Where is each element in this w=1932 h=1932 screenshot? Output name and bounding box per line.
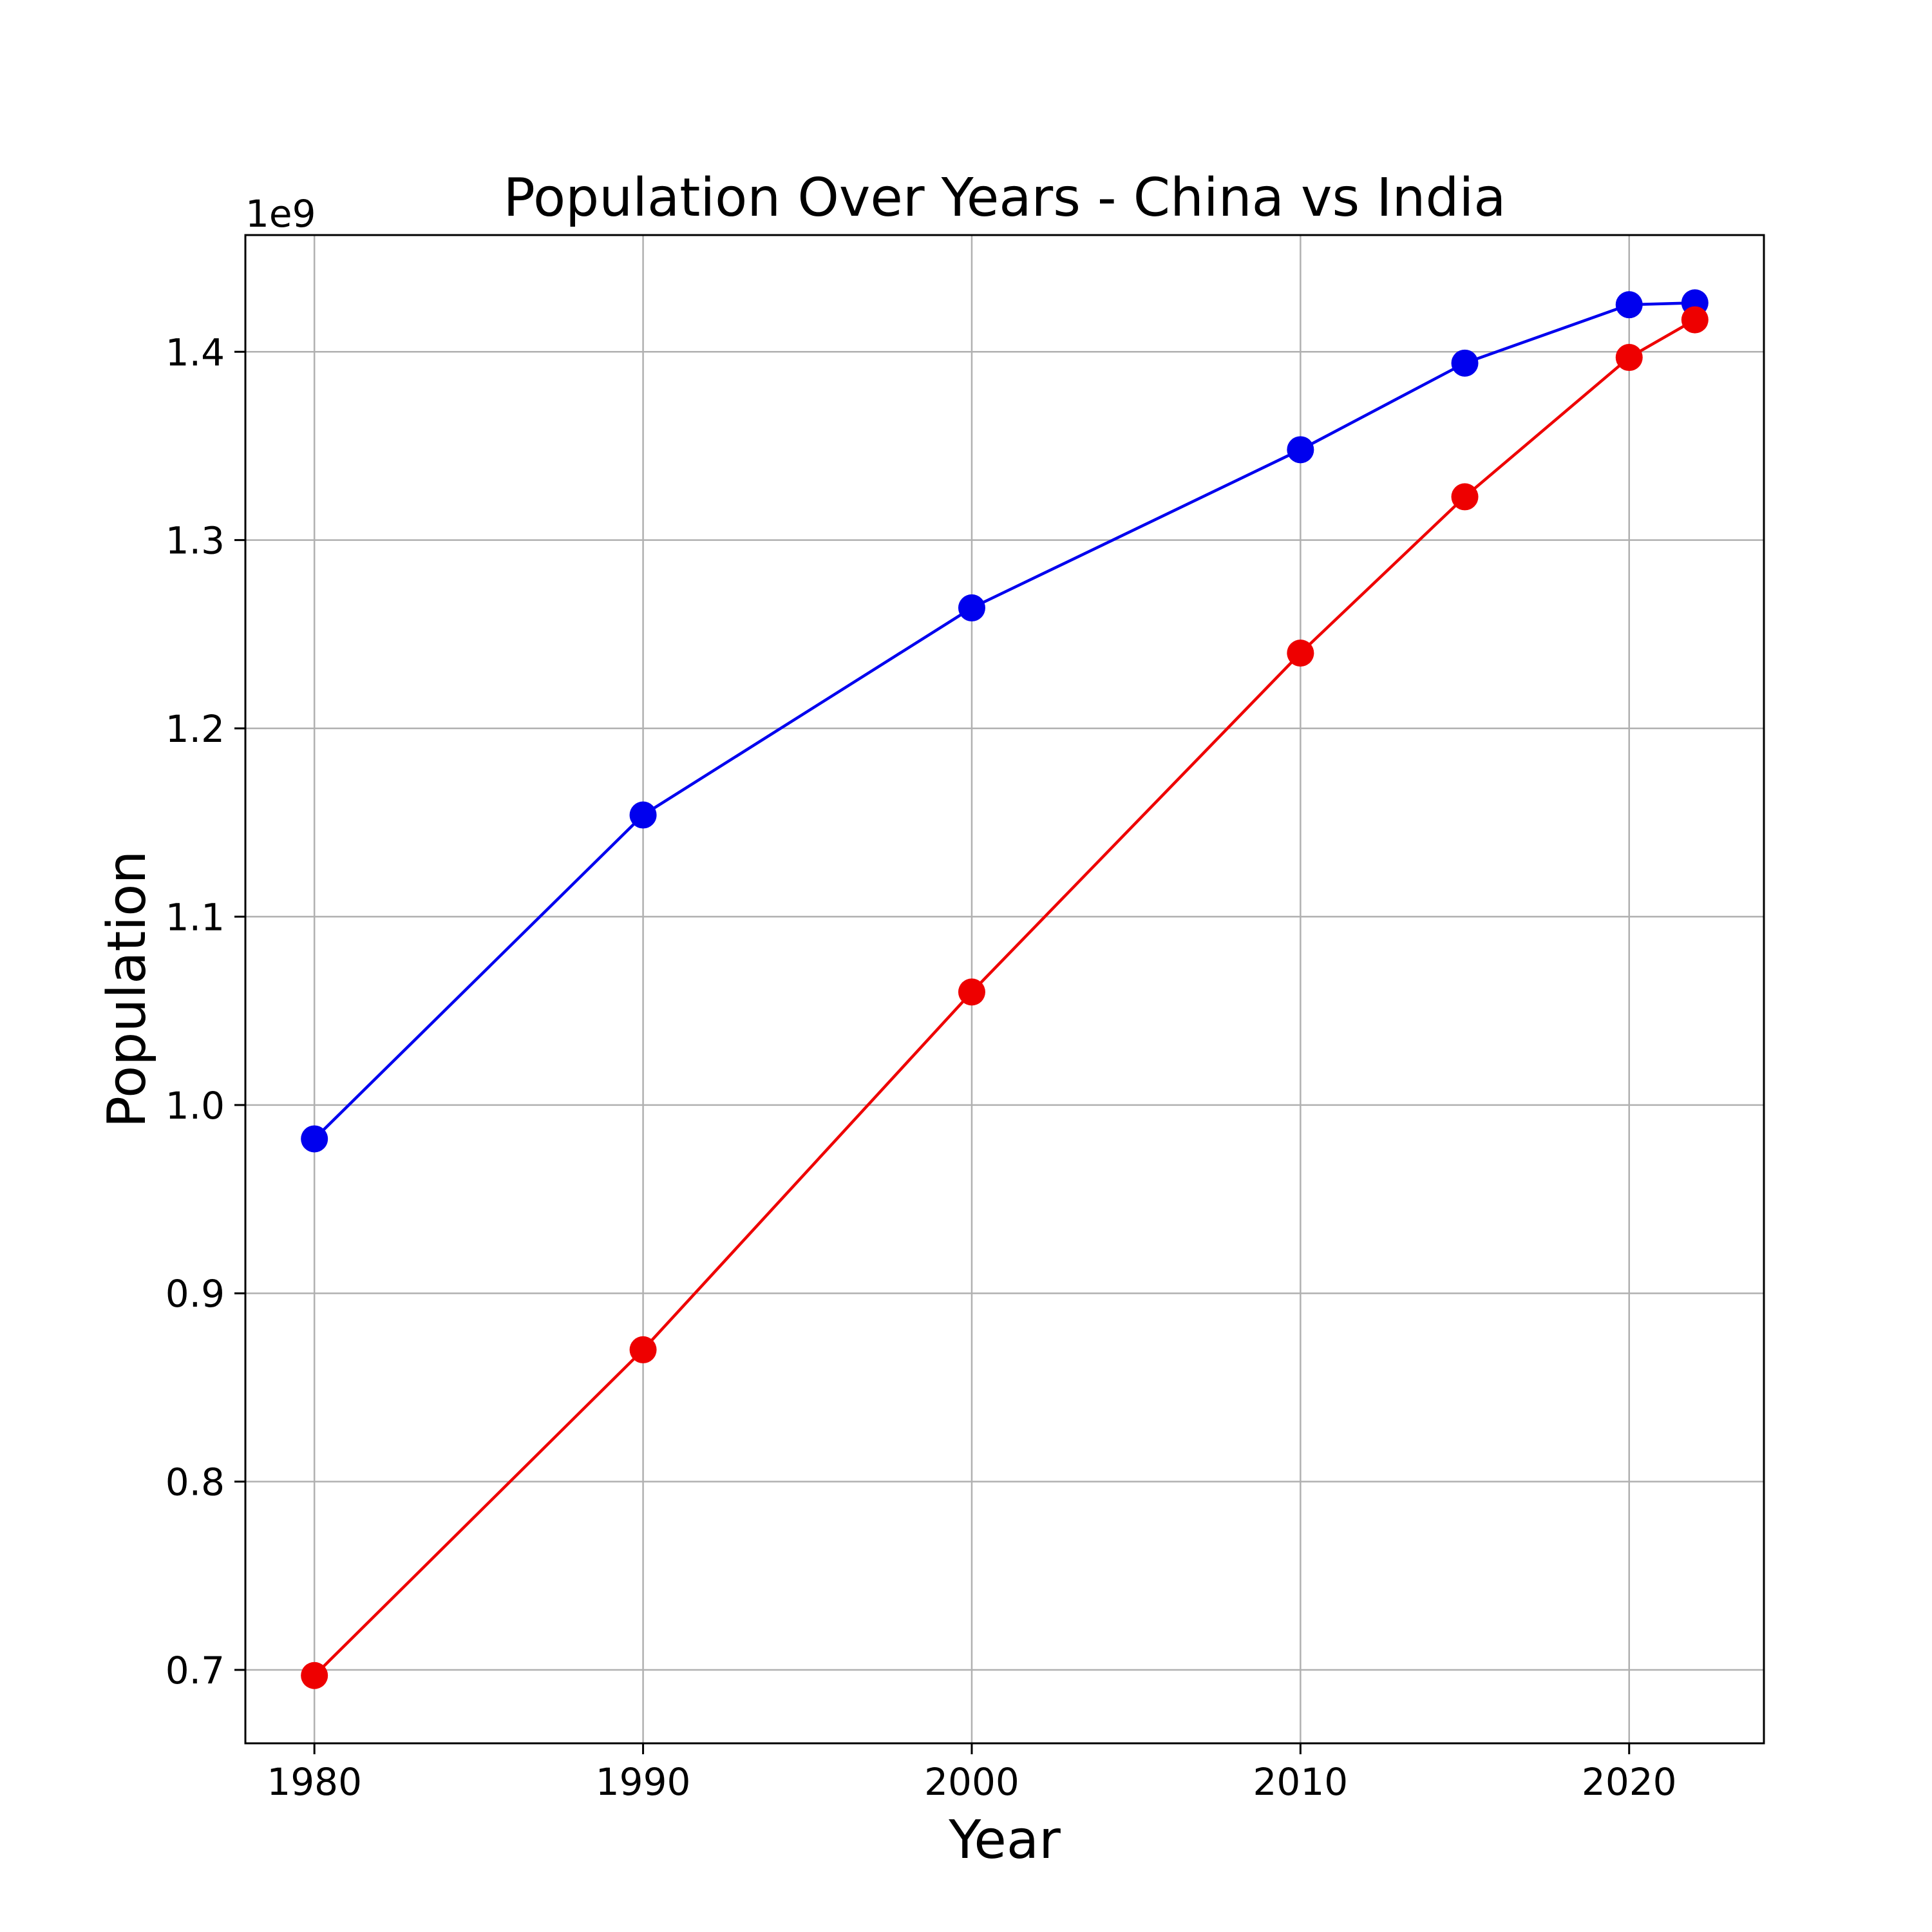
data-point [1287, 639, 1314, 667]
x-axis-title: Year [948, 1810, 1061, 1871]
data-point [301, 1662, 328, 1689]
x-tick-label: 2020 [1582, 1760, 1677, 1804]
ticks: 1980 1990 2000 2010 2020 0.7 0.8 0.9 1.0 1.1 1.2 1.… [166, 330, 1677, 1804]
y-tick-label: 1.2 [166, 707, 225, 751]
data-point [958, 978, 985, 1006]
plot-area-frame [244, 234, 1765, 1745]
data-point [1615, 291, 1643, 319]
y-axis-offset-label: 1e9 [245, 192, 316, 236]
series-0 [301, 289, 1709, 1153]
y-axis-title: Population [97, 851, 158, 1128]
series-1 [301, 306, 1709, 1689]
chart-title: Population Over Years - China vs India [503, 167, 1506, 229]
y-tick-label: 1.3 [166, 519, 225, 563]
y-tick-label: 1.0 [166, 1084, 225, 1128]
y-tick-label: 0.9 [166, 1272, 225, 1316]
data-point [1615, 344, 1643, 372]
data-point [1681, 306, 1709, 334]
data-point [958, 594, 985, 621]
y-tick-label: 1.1 [166, 895, 225, 939]
data-point [301, 1125, 328, 1153]
data-point [629, 801, 657, 829]
x-tick-label: 2010 [1253, 1760, 1349, 1804]
y-tick-label: 0.8 [166, 1461, 225, 1504]
data-point [629, 1336, 657, 1363]
data-point [1451, 483, 1479, 511]
data-point [1451, 349, 1479, 377]
y-tick-label: 0.7 [166, 1649, 225, 1692]
y-tick-label: 1.4 [166, 330, 225, 374]
x-tick-label: 1980 [267, 1760, 362, 1804]
x-tick-label: 1990 [596, 1760, 691, 1804]
data-point [1287, 436, 1314, 464]
x-tick-label: 2000 [924, 1760, 1019, 1804]
series-layer [301, 289, 1709, 1689]
grid [245, 235, 1764, 1743]
